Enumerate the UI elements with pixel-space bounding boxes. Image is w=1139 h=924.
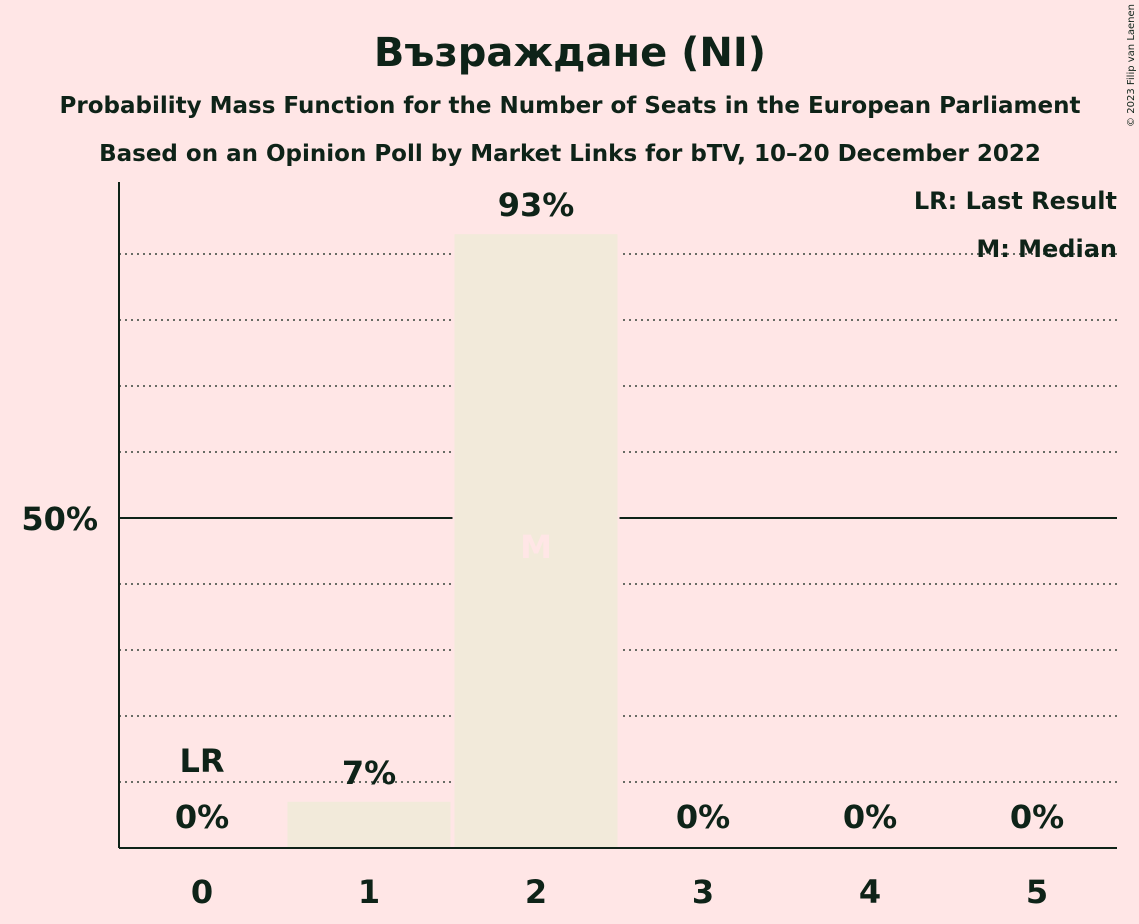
legend-last-result: LR: Last Result [914, 187, 1117, 215]
bar-value-label: 0% [1010, 798, 1064, 836]
median-marker: M [520, 528, 552, 566]
bar-value-label: 93% [498, 186, 575, 224]
x-tick-label: 3 [692, 873, 714, 911]
x-tick-label: 0 [191, 873, 213, 911]
x-tick-label: 2 [525, 873, 547, 911]
bar-value-label: 0% [676, 798, 730, 836]
bar-value-label: 0% [843, 798, 897, 836]
chart-subtitle: Probability Mass Function for the Number… [60, 93, 1081, 119]
legend-median: M: Median [976, 235, 1117, 263]
bar-fill-2 [454, 234, 618, 848]
bars [285, 220, 620, 848]
axes: 50% 0 1 2 3 4 5 [21, 182, 1117, 911]
bar-fill-1 [287, 801, 451, 848]
x-tick-label: 5 [1026, 873, 1048, 911]
copyright-notice: © 2023 Filip van Laenen [1126, 4, 1137, 127]
last-result-marker: LR [179, 742, 224, 780]
bar-labels: 0% 7% 93% 0% 0% 0% LR M [175, 186, 1064, 836]
x-tick-label: 4 [859, 873, 881, 911]
y-tick-label: 50% [21, 500, 98, 538]
chart-title: Възраждане (NI) [374, 30, 766, 76]
bar-value-label: 7% [342, 754, 396, 792]
x-tick-label: 1 [358, 873, 380, 911]
bar-value-label: 0% [175, 798, 229, 836]
chart-source: Based on an Opinion Poll by Market Links… [99, 141, 1041, 167]
